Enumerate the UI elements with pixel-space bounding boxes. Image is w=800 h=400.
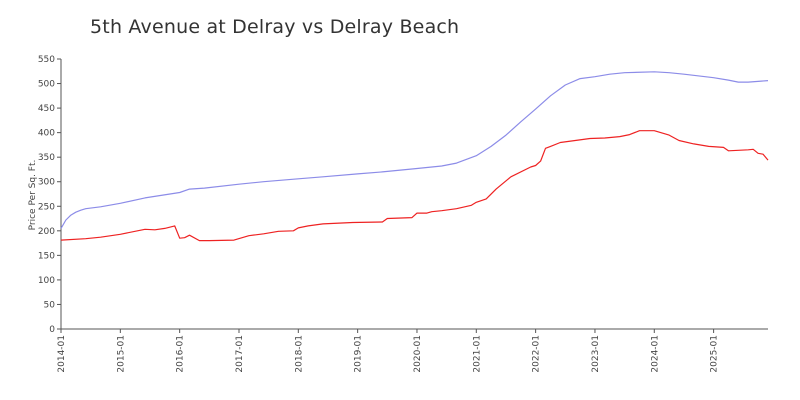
chart-title: 5th Avenue at Delray vs Delray Beach: [90, 16, 460, 38]
x-tick-label: 2017-01: [235, 335, 245, 373]
y-axis-title: Price Per Sq. Ft.: [28, 160, 38, 231]
x-tick-label: 2018-01: [294, 335, 304, 373]
x-axis: 2014-01 2015-01 2016-01 2017-01 2018-01 2019-…: [57, 328, 768, 373]
y-tick-label: 400: [38, 129, 55, 139]
x-tick-label: 2022-01: [532, 335, 542, 373]
y-tick-label: 150: [38, 251, 55, 261]
y-axis: 0 50 100 150 200 250 300 350 400 450 500 550: [38, 55, 62, 335]
y-tick-label: 500: [38, 80, 55, 90]
y-tick-label: 300: [38, 178, 55, 188]
y-tick-label: 50: [44, 300, 56, 310]
series-line-2: [60, 130, 769, 242]
x-tick-label: 2025-01: [710, 335, 720, 373]
y-tick-label: 350: [38, 153, 55, 163]
x-tick-label: 2019-01: [354, 335, 364, 373]
x-tick-label: 2014-01: [57, 335, 67, 373]
y-tick-label: 100: [38, 276, 55, 286]
x-tick-label: 2020-01: [413, 335, 423, 373]
x-tick-label: 2024-01: [650, 335, 660, 373]
y-tick-label: 550: [38, 55, 55, 65]
x-tick-label: 2015-01: [116, 335, 126, 373]
x-tick-label: 2023-01: [591, 335, 601, 373]
x-tick-label: 2016-01: [176, 335, 186, 373]
y-tick-label: 200: [38, 227, 55, 237]
y-tick-label: 450: [38, 104, 55, 114]
y-tick-label: 250: [38, 202, 55, 212]
y-tick-label: 0: [49, 325, 55, 335]
x-tick-label: 2021-01: [472, 335, 482, 373]
series-layer: [60, 71, 769, 242]
series-line-1: [60, 71, 769, 229]
